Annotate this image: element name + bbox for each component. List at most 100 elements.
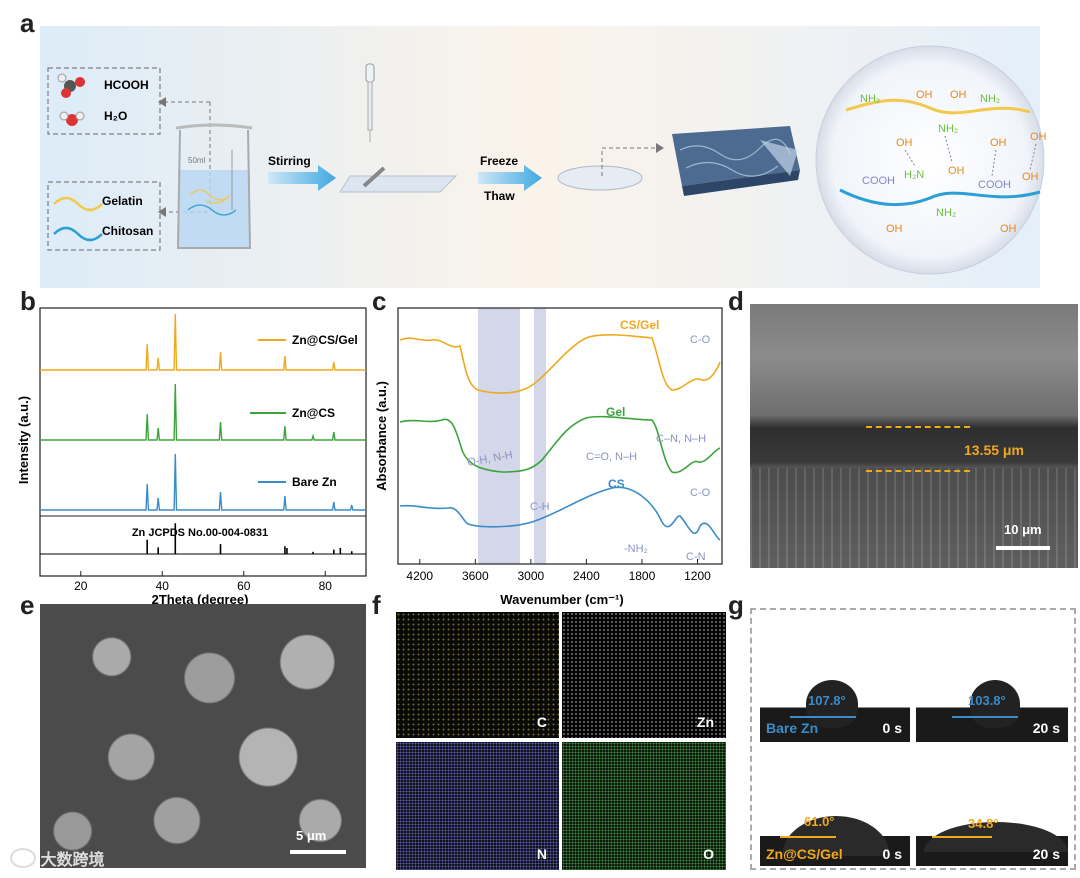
network-bubble <box>815 45 1045 275</box>
oh-label: OH <box>916 89 933 101</box>
bottom-dashed-line <box>866 470 970 472</box>
reference-label: Zn JCPDS No.00-004-0831 <box>132 527 268 539</box>
contact-angle-panel <box>750 608 1076 870</box>
x-tick-label: 1800 <box>629 569 656 583</box>
watermark-logo-icon <box>10 848 36 868</box>
stirring-arrow <box>268 165 336 191</box>
ftir-chart: 4200 3600 3000 2400 1800 1200 CS/Gel Gel CS C… <box>374 307 723 607</box>
baseline <box>932 836 992 838</box>
pipette-icon <box>365 63 375 142</box>
top-dashed-line <box>866 426 970 428</box>
x-tick-label: 60 <box>237 579 251 593</box>
scale-bar <box>996 546 1050 550</box>
x-tick-label: 3000 <box>518 569 545 583</box>
oh-label: OH <box>1030 131 1047 143</box>
oh-label: OH <box>1000 223 1017 235</box>
angle-label: 34.8° <box>968 816 999 831</box>
annotation-ch: C-H <box>530 501 550 513</box>
panel-a-schematic: HCOOH H₂O Gelatin Chitosan 50ml Stirring… <box>40 26 1047 288</box>
csgel-series-label: CS/Gel <box>620 318 659 332</box>
gelatin-label: Gelatin <box>102 194 143 208</box>
disk-icon <box>557 165 643 191</box>
x-tick-label: 4200 <box>406 569 433 583</box>
hydrogel-block-image <box>672 126 800 196</box>
droplet <box>806 680 858 728</box>
xrd-series-line <box>40 453 366 511</box>
xrd-chart: 20 40 60 80 Zn JCPDS No.00-004-0831 2Theta … <box>16 307 367 607</box>
baseline <box>780 836 836 838</box>
ftir-plot-frame <box>397 307 723 565</box>
zoom-arrow <box>601 147 656 176</box>
stirring-label: Stirring <box>268 154 311 168</box>
annotation-co-top: C-O <box>690 334 711 346</box>
time-label: 20 s <box>1032 846 1060 862</box>
x-tick-label: 40 <box>156 579 170 593</box>
droplet-csgel-0s: 61.0° Zn@CS/Gel 0 s <box>760 806 910 866</box>
eds-map-zn: Zn <box>562 612 726 738</box>
ch-band <box>534 308 546 564</box>
beaker-icon <box>175 123 253 249</box>
panel-letter-b: b <box>20 286 36 316</box>
gel-series-label: Gel <box>606 405 625 419</box>
panel-letter-a: a <box>20 8 35 38</box>
cooh-label: COOH <box>978 179 1011 191</box>
x-tick-label: 3600 <box>462 569 489 583</box>
time-label: 20 s <box>1032 720 1060 736</box>
eds-label-o: O <box>703 846 714 862</box>
zn-substrate <box>750 468 1078 568</box>
h2n-label: H₂N <box>904 169 924 181</box>
xrd-y-axis-label: Intensity (a.u.) <box>16 396 31 484</box>
annotation-nh2: -NH₂ <box>624 543 648 555</box>
nh2-label: NH₂ <box>936 207 956 219</box>
x-tick-label: 2400 <box>573 569 600 583</box>
xrd-series-line <box>40 383 366 441</box>
angle-label: 103.8° <box>968 693 1006 708</box>
eds-label-zn: Zn <box>696 714 714 730</box>
csgel-spectrum <box>399 334 721 394</box>
freeze-label: Freeze <box>480 154 518 168</box>
oh-label: OH <box>1022 171 1039 183</box>
cooh-label: COOH <box>862 175 895 187</box>
watermark: 大数跨境 <box>10 846 104 870</box>
nh2-label: NH₂ <box>860 93 880 105</box>
hcooh-label: HCOOH <box>104 78 149 92</box>
baseline <box>952 716 1018 718</box>
droplet <box>970 680 1020 728</box>
xrd-x-axis-label: 2Theta (degree) <box>152 592 249 607</box>
watermark-text: 大数跨境 <box>40 852 105 869</box>
panel-letter-d: d <box>728 286 744 316</box>
scale-label: 5 μm <box>296 828 327 843</box>
freeze-thaw-arrow <box>478 165 542 191</box>
annotation-cn: C-N <box>686 551 706 563</box>
eds-map-n: N <box>396 742 559 870</box>
sample-label: Bare Zn <box>766 720 819 736</box>
baseline <box>790 716 856 718</box>
cs-series-label: CS <box>608 477 625 491</box>
legend-cs: Zn@CS <box>292 406 335 420</box>
annotation-cn-nh: C–N, N–H <box>656 433 706 445</box>
panel-letter-e: e <box>20 590 35 620</box>
oh-label: OH <box>886 223 903 235</box>
thickness-label: 13.55 μm <box>964 442 1024 458</box>
time-label: 0 s <box>882 720 902 736</box>
eds-label-n: N <box>536 846 547 862</box>
droplet-bare-20s: 103.8° 20 s <box>916 680 1068 742</box>
panel-letter-f: f <box>372 590 381 620</box>
glass-plate <box>339 175 458 193</box>
gelatin-chain <box>845 98 1031 115</box>
annotation-co-mid: C-O <box>690 487 711 499</box>
polymer-box <box>47 181 161 251</box>
chitosan-label: Chitosan <box>102 224 153 238</box>
xrd-series-group <box>40 313 366 511</box>
oh-label: OH <box>950 89 967 101</box>
droplet-csgel-20s: 34.8° 20 s <box>916 806 1068 866</box>
time-label: 0 s <box>882 846 902 862</box>
hydrogen-bonds <box>904 135 1037 177</box>
angle-label: 107.8° <box>808 693 846 708</box>
x-tick-label: 20 <box>74 579 88 593</box>
panel-letter-c: c <box>372 286 387 316</box>
scraper-icon <box>362 166 386 188</box>
ftir-x-ticks: 4200 3600 3000 2400 1800 1200 <box>406 559 711 583</box>
thaw-label: Thaw <box>484 189 515 203</box>
x-tick-label: 1200 <box>684 569 711 583</box>
